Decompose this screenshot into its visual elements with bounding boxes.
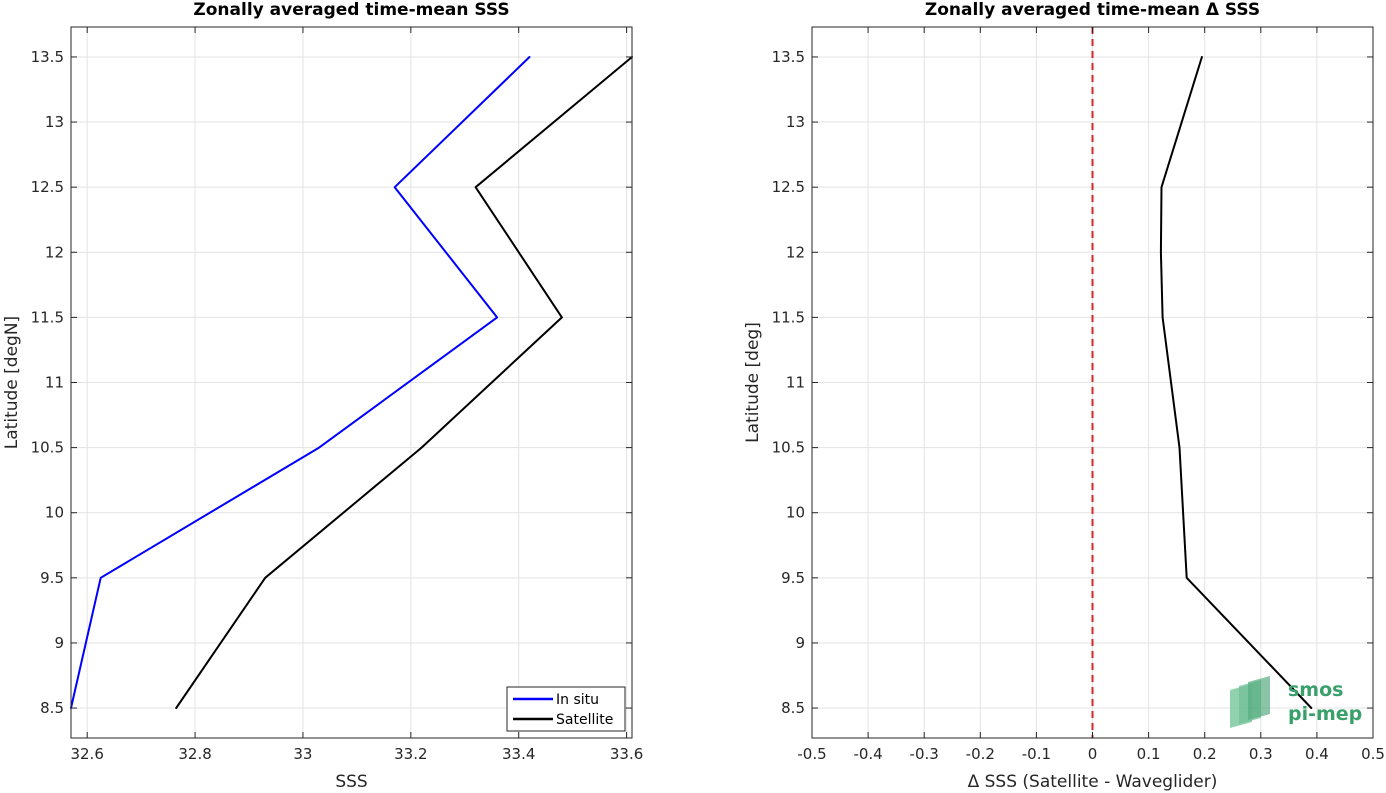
x-tick-label: 0.4: [1305, 745, 1329, 763]
x-tick-label: 0.3: [1249, 745, 1273, 763]
y-tick-label: 11: [786, 374, 805, 392]
logo-graphic: [1230, 676, 1270, 728]
y-tick-label: 12: [45, 243, 64, 261]
logo-text-pi-mep: pi-mep: [1288, 703, 1362, 725]
x-axis-label: Δ SSS (Satellite - Waveglider): [968, 772, 1218, 792]
x-tick-label: -0.3: [910, 745, 939, 763]
y-tick-label: 9: [54, 634, 64, 652]
y-tick-label: 12.5: [772, 178, 805, 196]
y-axis-label: Latitude [degN]: [2, 316, 22, 449]
x-tick-label: -0.2: [966, 745, 995, 763]
x-tick-label: 0.2: [1193, 745, 1217, 763]
logo-text-smos: smos: [1288, 679, 1343, 701]
smos-pi-mep-logo: smos pi-mep: [1230, 676, 1362, 728]
y-tick-label: 10.5: [31, 439, 64, 457]
x-tick-label: 33.4: [502, 745, 535, 763]
x-tick-label: 33.6: [610, 745, 643, 763]
x-tick-label: 32.8: [178, 745, 211, 763]
x-tick-label: 32.6: [70, 745, 103, 763]
right-panel-delta-sss: -0.5 -0.4 -0.3 -0.2 -0.1 0 0.1 0.2 0.3 0.4 0.5 8.5 9…: [743, 0, 1385, 792]
y-tick-label: 12.5: [31, 178, 64, 196]
x-tick-label: -0.5: [797, 745, 826, 763]
y-tick-label: 10: [45, 504, 64, 522]
y-tick-label: 12: [786, 243, 805, 261]
x-tick-label: 33.2: [394, 745, 427, 763]
y-tick-label: 11.5: [772, 308, 805, 326]
y-tick-label: 13: [786, 113, 805, 131]
x-tick-label: 0: [1088, 745, 1098, 763]
y-tick-label: 10: [786, 504, 805, 522]
x-axis-label: SSS: [335, 772, 367, 792]
y-tick-label: 9: [795, 634, 805, 652]
y-tick-label: 8.5: [40, 699, 64, 717]
y-tick-label: 13.5: [31, 48, 64, 66]
series-line-in-situ: [70, 56, 531, 709]
legend-label: In situ: [556, 692, 599, 708]
y-axis-label: Latitude [deg]: [743, 322, 763, 443]
y-tick-label: 11: [45, 374, 64, 392]
y-tick-label: 13.5: [772, 48, 805, 66]
x-tick-label: 0.1: [1137, 745, 1161, 763]
left-panel-sss: 32.6 32.8 33 33.2 33.4 33.6 8.5 9 9.5 10 10.5 11 11.…: [2, 0, 643, 792]
legend-label: Satellite: [556, 712, 613, 728]
y-tick-label: 9.5: [40, 569, 64, 587]
y-tick-label: 8.5: [781, 699, 805, 717]
x-tick-label: 33: [293, 745, 312, 763]
legend: In situ Satellite: [506, 686, 626, 732]
x-tick-label: -0.4: [853, 745, 882, 763]
x-tick-label: -0.1: [1022, 745, 1051, 763]
y-tick-label: 10.5: [772, 439, 805, 457]
logo-layer-3: [1248, 676, 1270, 720]
chart-title: Zonally averaged time-mean Δ SSS: [925, 0, 1260, 20]
series-line-satellite: [175, 56, 633, 709]
chart-title: Zonally averaged time-mean SSS: [193, 0, 509, 20]
y-tick-label: 13: [45, 113, 64, 131]
legend-box: [506, 686, 626, 732]
x-tick-label: 0.5: [1361, 745, 1385, 763]
series-line-delta-sss: [1159, 56, 1313, 709]
y-tick-label: 9.5: [781, 569, 805, 587]
y-tick-label: 11.5: [31, 308, 64, 326]
